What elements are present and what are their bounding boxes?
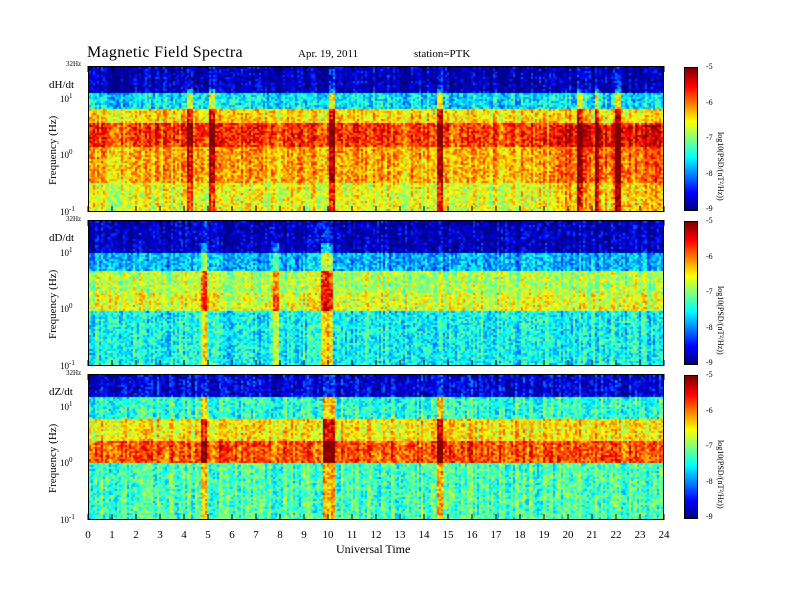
panel-3-top-label: 32Hz bbox=[66, 369, 82, 377]
x-tick-label: 8 bbox=[277, 529, 283, 541]
panel-3-component-label: dZ/dt bbox=[49, 386, 73, 398]
panel-2-colorbar-tick: -5 bbox=[706, 216, 713, 225]
x-tick-label: 2 bbox=[133, 529, 139, 541]
panel-2-ytick-0: 100 bbox=[60, 302, 73, 314]
panel-1-spectrogram bbox=[88, 66, 664, 212]
panel-3-ytick-1: 101 bbox=[60, 400, 73, 412]
panel-1-ytick-m1: 10-1 bbox=[60, 205, 75, 217]
x-tick-label: 9 bbox=[301, 529, 307, 541]
panel-2-colorbar-tick: -6 bbox=[706, 251, 713, 261]
panel-2-colorbar bbox=[684, 221, 698, 365]
x-tick-label: 4 bbox=[181, 529, 187, 541]
panel-1-ytick-0: 100 bbox=[60, 148, 73, 160]
x-tick-label: 3 bbox=[157, 529, 163, 541]
panel-1-colorbar-tick: -6 bbox=[706, 97, 713, 107]
panel-2-spectrogram bbox=[88, 220, 664, 366]
x-tick-label: 13 bbox=[394, 529, 406, 541]
x-tick-label: 7 bbox=[253, 529, 259, 541]
x-tick-label: 24 bbox=[658, 529, 670, 541]
panel-1-colorbar-tick: -9 bbox=[706, 204, 713, 213]
panel-1-colorbar-tick: -8 bbox=[706, 168, 713, 178]
panel-3-colorbar-tick: -5 bbox=[706, 370, 713, 379]
panel-3-colorbar bbox=[684, 375, 698, 519]
panel-1-colorbar bbox=[684, 67, 698, 211]
x-tick-label: 12 bbox=[370, 529, 382, 541]
chart-title: Magnetic Field Spectra bbox=[87, 44, 243, 61]
panel-3-colorbar-tick: -8 bbox=[706, 476, 713, 486]
chart-date: Apr. 19, 2011 bbox=[298, 48, 359, 60]
panel-1-colorbar-tick: -7 bbox=[706, 133, 713, 142]
x-tick-label: 15 bbox=[442, 529, 454, 541]
x-tick-label: 0 bbox=[85, 529, 91, 541]
panel-1-colorbar-tick: -5 bbox=[706, 62, 713, 71]
panel-1-component-label: dH/dt bbox=[49, 79, 75, 91]
panel-2-ytick-1: 101 bbox=[60, 246, 73, 258]
x-tick-label: 22 bbox=[610, 529, 622, 541]
panel-2-colorbar-tick: -9 bbox=[706, 358, 713, 367]
panel-1-ytick-1: 101 bbox=[60, 92, 73, 104]
station-label: station=PTK bbox=[414, 48, 471, 60]
x-tick-label: 1 bbox=[109, 529, 115, 541]
x-axis-label: Universal Time bbox=[336, 542, 411, 556]
x-tick-label: 21 bbox=[586, 529, 598, 541]
x-tick-label: 14 bbox=[418, 529, 430, 541]
panel-3-ytick-m1: 10-1 bbox=[60, 513, 75, 525]
x-tick-label: 20 bbox=[562, 529, 574, 541]
panel-2-component-label: dD/dt bbox=[49, 232, 75, 244]
panel-1-top-label: 32Hz bbox=[66, 60, 82, 68]
panel-3-colorbar-tick: -7 bbox=[706, 441, 713, 450]
panel-2-colorbar-tick: -8 bbox=[706, 322, 713, 332]
x-tick-label: 18 bbox=[514, 529, 526, 541]
panel-2-top-label: 32Hz bbox=[66, 215, 82, 223]
panel-3-colorbar-tick: -9 bbox=[706, 512, 713, 521]
panel-2-ytick-m1: 10-1 bbox=[60, 359, 75, 371]
x-tick-label: 6 bbox=[229, 529, 235, 541]
panel-2-colorbar-tick: -7 bbox=[706, 287, 713, 296]
panel-3-colorbar-tick: -6 bbox=[706, 405, 713, 415]
x-tick-label: 5 bbox=[205, 529, 211, 541]
x-tick-label: 16 bbox=[466, 529, 478, 541]
x-tick-label: 11 bbox=[346, 529, 358, 541]
x-tick-label: 19 bbox=[538, 529, 550, 541]
x-tick-label: 23 bbox=[634, 529, 646, 541]
panel-3-ytick-0: 100 bbox=[60, 456, 73, 468]
x-tick-label: 10 bbox=[322, 529, 334, 541]
x-tick-label: 17 bbox=[490, 529, 502, 541]
